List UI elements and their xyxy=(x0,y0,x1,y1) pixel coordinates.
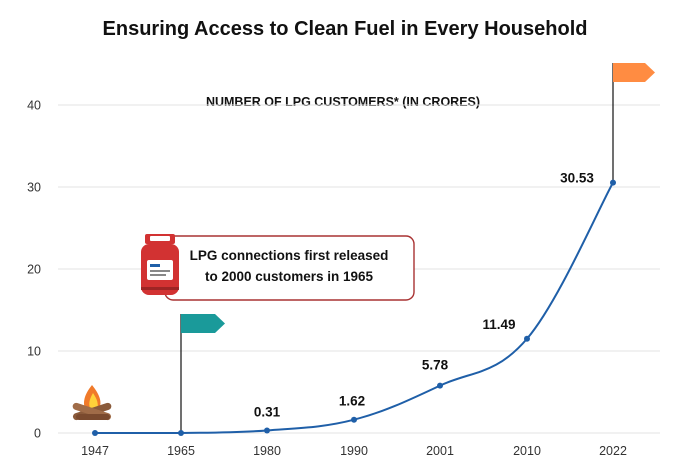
callout-box xyxy=(164,235,415,301)
flag-icon-1965 xyxy=(180,314,225,433)
data-label: 11.49 xyxy=(482,317,515,332)
data-labels: 0.31 1.62 5.78 11.49 30.53 xyxy=(254,171,595,420)
y-tick-label: 0 xyxy=(34,427,41,441)
data-label: 1.62 xyxy=(339,394,365,409)
chart-title: Ensuring Access to Clean Fuel in Every H… xyxy=(103,18,588,40)
data-point xyxy=(351,416,357,423)
data-points xyxy=(92,179,616,436)
y-tick-label: 30 xyxy=(27,181,41,195)
x-tick-label: 2010 xyxy=(513,444,541,458)
data-point xyxy=(178,429,184,436)
flag-icon-2022 xyxy=(612,63,655,182)
callout-line-2: to 2000 customers in 1965 xyxy=(205,269,374,284)
y-tick-label: 10 xyxy=(27,345,41,359)
data-label: 30.53 xyxy=(560,171,594,186)
data-label: 5.78 xyxy=(422,358,449,373)
x-tick-label: 1990 xyxy=(340,444,368,458)
campfire-icon xyxy=(72,385,112,421)
x-tick-label: 1965 xyxy=(167,444,195,458)
y-tick-label: 20 xyxy=(27,263,41,277)
lpg-cylinder-icon xyxy=(141,234,179,295)
data-point xyxy=(92,430,98,436)
data-point xyxy=(264,427,270,434)
data-point xyxy=(524,335,530,342)
x-axis-ticks: 1947 1965 1980 1990 2001 2010 2022 xyxy=(81,444,627,458)
chart-subtitle: NUMBER OF LPG CUSTOMERS* (IN CRORES) xyxy=(206,95,480,109)
y-axis-ticks: 0 10 20 30 40 xyxy=(27,99,41,441)
x-tick-label: 2022 xyxy=(599,444,627,458)
callout: LPG connections first released to 2000 c… xyxy=(164,235,415,301)
x-tick-label: 1980 xyxy=(253,444,281,458)
data-point xyxy=(610,179,616,186)
x-tick-label: 2001 xyxy=(426,444,454,458)
x-tick-label: 1947 xyxy=(81,444,109,458)
data-label: 0.31 xyxy=(254,404,281,419)
callout-line-1: LPG connections first released xyxy=(190,248,389,263)
data-point xyxy=(437,382,443,389)
y-tick-label: 40 xyxy=(27,99,41,113)
